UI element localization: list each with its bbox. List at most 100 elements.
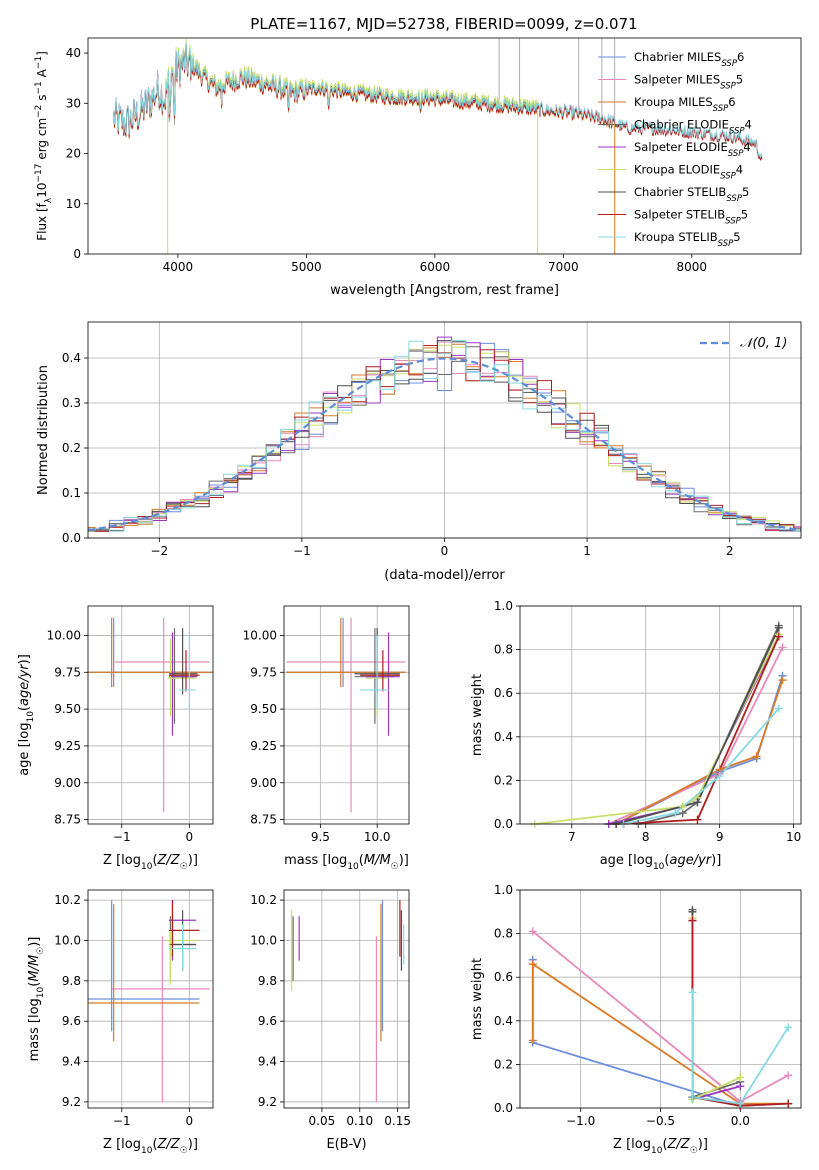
weight-vs-age-ytick-label: 0.4 xyxy=(494,730,513,744)
residuals-ytick-label: 0.0 xyxy=(62,531,81,545)
weight-vs-Z-marker-8 xyxy=(784,1023,793,1032)
spectrum-ytick-label: 40 xyxy=(66,46,81,60)
weight-vs-age-marker-2 xyxy=(752,752,761,761)
age-vs-mass-ytick-label: 10.00 xyxy=(243,628,277,642)
weight-vs-age-ytick-label: 0.0 xyxy=(494,817,513,831)
spectrum-xtick-label: 8000 xyxy=(677,260,708,274)
mass-vs-Z-axes: −1 0 9.2 9.4 9.6 9.8 10.0 10.2 Z [log10(Z/Z☉)] ma… xyxy=(27,889,214,1156)
residuals-xtick-label: −2 xyxy=(150,544,168,558)
weight-vs-age-ytick-label: 0.8 xyxy=(494,643,513,657)
residuals-ytick-label: 0.4 xyxy=(62,351,81,365)
weight-vs-Z-ytick-label: 1.0 xyxy=(494,883,513,897)
weight-vs-age-xlabel: age [log10(age/yr)] xyxy=(600,853,722,872)
mass-vs-ebv-axes: 0.05 0.10 0.15 9.2 9.4 9.6 9.8 10.0 10.2 E(B-V) xyxy=(250,889,411,1152)
mass-vs-ebv-xtick-label: 0.15 xyxy=(384,1114,411,1128)
weight-vs-age-axes: 7 8 9 10 0.0 0.2 0.4 0.6 0.8 1.0 age [log10(age/yr… xyxy=(470,599,802,872)
weight-vs-Z-marker-8 xyxy=(736,1099,745,1108)
weight-vs-age-marker-5 xyxy=(678,802,687,811)
mass-vs-ebv-ytick-label: 9.2 xyxy=(258,1095,277,1109)
mass-vs-Z-ytick-label: 9.6 xyxy=(62,1014,81,1028)
weight-vs-Z-xtick-label: −1.0 xyxy=(566,1114,595,1128)
weight-vs-age-series-4 xyxy=(608,636,780,824)
spectrum-xtick-label: 4000 xyxy=(163,260,194,274)
age-vs-Z-ytick-label: 9.50 xyxy=(54,702,81,716)
weight-vs-Z-series-5 xyxy=(691,918,741,1101)
residuals-ytick-label: 0.1 xyxy=(62,486,81,500)
age-vs-mass-plot-area xyxy=(286,617,406,813)
age-vs-mass-ytick-label: 9.00 xyxy=(250,776,277,790)
residual-histogram-8 xyxy=(88,340,801,532)
residual-histogram-5 xyxy=(88,344,801,532)
age-vs-Z-ylabel: age [log10(age/yr)] xyxy=(17,654,36,776)
weight-vs-Z-series-6 xyxy=(691,911,741,1105)
mass-vs-ebv-ytick-label: 9.4 xyxy=(258,1055,277,1069)
residuals-xtick-label: 0 xyxy=(441,544,449,558)
mass-vs-ebv-ytick-label: 10.2 xyxy=(250,893,277,907)
spectrum-xtick-label: 7000 xyxy=(548,260,579,274)
weight-vs-Z-marker-8 xyxy=(688,988,697,997)
spectrum-ytick-label: 20 xyxy=(66,147,81,161)
weight-vs-age-marker-7 xyxy=(774,632,783,641)
weight-vs-age-ytick-label: 0.2 xyxy=(494,773,513,787)
weight-vs-Z-marker-1 xyxy=(528,927,537,936)
mass-vs-Z-ytick-label: 10.0 xyxy=(54,933,81,947)
mass-vs-Z-ytick-label: 9.2 xyxy=(62,1095,81,1109)
age-vs-mass-frame xyxy=(283,605,410,825)
age-vs-Z-plot-area xyxy=(88,617,213,813)
legend-normal-label: 𝒩(0, 1) xyxy=(740,336,787,351)
weight-vs-Z-frame xyxy=(519,889,802,1109)
mass-vs-Z-xtick-label: −1 xyxy=(113,1114,131,1128)
age-vs-mass-axes: 9.5 10.0 8.75 9.00 9.25 9.50 9.75 10.00 mass [lo… xyxy=(243,605,410,872)
age-vs-Z-ytick-label: 9.75 xyxy=(54,665,81,679)
residuals-plot-area xyxy=(88,336,801,532)
mass-vs-Z-ylabel: mass [log10(M/M☉)] xyxy=(27,937,46,1062)
weight-vs-Z-xtick-label: 0.0 xyxy=(731,1114,750,1128)
weight-vs-Z-xlabel: Z [log10(Z/Z☉)] xyxy=(613,1137,708,1156)
weight-vs-Z-marker-4 xyxy=(736,1082,745,1091)
age-vs-mass-xlabel: mass [log10(M/M☉)] xyxy=(284,853,409,872)
legend-label-4: Salpeter ELODIESSP4 xyxy=(634,140,751,159)
legend-label-3: Chabrier ELODIESSP4 xyxy=(634,118,752,137)
residuals-xtick-label: −1 xyxy=(293,544,311,558)
spectrum-ytick-label: 0 xyxy=(73,247,81,261)
spectrum-legend: Chabrier MILESSSP6 Salpeter MILESSSP5 Krou… xyxy=(598,50,752,249)
mass-vs-ebv-xtick-label: 0.05 xyxy=(309,1114,336,1128)
weight-vs-age-ylabel: mass weight xyxy=(470,674,485,756)
age-vs-mass-ytick-label: 9.75 xyxy=(250,665,277,679)
mass-vs-ebv-ytick-label: 9.6 xyxy=(258,1014,277,1028)
weight-vs-age-marker-6 xyxy=(693,798,702,807)
weight-vs-age-marker-2 xyxy=(778,676,787,685)
residuals-ytick-label: 0.3 xyxy=(62,396,81,410)
weight-vs-Z-series-2 xyxy=(531,962,789,1105)
age-vs-Z-xtick-label: 0 xyxy=(186,830,194,844)
spectrum-model-5 xyxy=(164,39,538,113)
residual-histogram-3 xyxy=(88,346,801,532)
age-vs-mass-ytick-label: 9.25 xyxy=(250,739,277,753)
weight-vs-Z-series-8 xyxy=(691,992,789,1105)
age-vs-Z-ytick-label: 8.75 xyxy=(54,813,81,827)
mass-vs-ebv-frame xyxy=(283,889,410,1109)
age-vs-Z-xlabel: Z [log10(Z/Z☉)] xyxy=(103,853,198,872)
spectrum-frame xyxy=(87,37,802,255)
residual-histogram-6 xyxy=(88,340,801,532)
weight-vs-Z-ytick-label: 0.0 xyxy=(494,1101,513,1115)
figure-title: PLATE=1167, MJD=52738, FIBERID=0099, z=0… xyxy=(250,15,637,33)
weight-vs-age-marker-7 xyxy=(693,815,702,824)
weight-vs-Z-marker-7 xyxy=(688,916,697,925)
spectrum-ytick-label: 10 xyxy=(66,197,81,211)
mass-vs-ebv-xlabel: E(B-V) xyxy=(326,1137,366,1152)
weight-vs-Z-marker-6 xyxy=(688,907,697,916)
residuals-xtick-label: 1 xyxy=(583,544,591,558)
weight-vs-age-xtick-label: 7 xyxy=(568,830,576,844)
spectrum-ytick-label: 30 xyxy=(66,96,81,110)
spectrum-ylabel: Flux [fλ10−17 erg cm−2 s−1 A−1] xyxy=(34,51,54,241)
legend-label-6: Chabrier STELIBSSP5 xyxy=(634,185,749,204)
weight-vs-Z-xtick-label: −0.5 xyxy=(646,1114,675,1128)
age-vs-Z-ytick-label: 10.00 xyxy=(47,628,81,642)
legend-label-1: Salpeter MILESSSP5 xyxy=(634,73,743,92)
mass-vs-ebv-ytick-label: 9.8 xyxy=(258,974,277,988)
residuals-xlabel: (data-model)/error xyxy=(384,568,505,583)
mass-vs-Z-plot-area xyxy=(88,900,210,1102)
spectrum-plot-area xyxy=(113,38,763,254)
